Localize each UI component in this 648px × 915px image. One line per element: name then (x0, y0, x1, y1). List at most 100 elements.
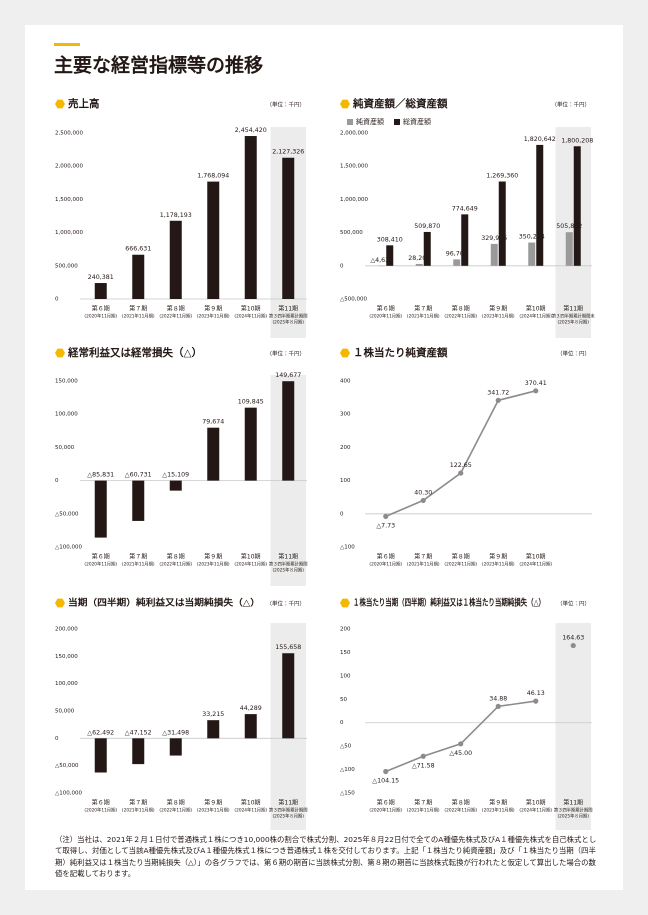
point (383, 513, 389, 519)
point (458, 741, 464, 747)
bar (207, 181, 220, 299)
value-label: 122.65 (450, 462, 472, 469)
x-tick-note: (2022年11月期) (444, 807, 477, 814)
x-tick-label: 第10期 (241, 553, 261, 561)
bar (423, 231, 431, 266)
heading-icon (340, 348, 350, 358)
y-tick-label: 100,000 (55, 412, 78, 418)
value-label: 350,274 (519, 234, 545, 241)
value-label: 46.13 (527, 690, 545, 697)
bar (453, 259, 461, 266)
value-label: 505,872 (556, 223, 582, 230)
y-tick-label: 2,500,000 (55, 131, 83, 137)
x-tick-label: 第９期 (204, 305, 222, 313)
x-tick-note: (2023年11月期) (482, 561, 515, 568)
x-tick-label: 第７期 (129, 799, 147, 807)
y-tick-label: 0 (340, 263, 344, 269)
x-tick-note: (2020年11月期) (84, 807, 117, 814)
value-label: △47,152 (125, 729, 152, 736)
x-tick-label: 第８期 (167, 799, 185, 807)
x-tick-label: 第７期 (414, 553, 432, 561)
value-label: 33,215 (202, 711, 224, 718)
x-tick-label: 第６期 (377, 553, 395, 561)
x-tick-note: (2023年11月期) (197, 561, 230, 568)
y-tick-label: 1,000,000 (55, 230, 83, 236)
value-label: △60,731 (125, 472, 152, 479)
value-label: 2,454,420 (235, 127, 267, 134)
chart-title: １株当たり純資産額 (353, 346, 448, 359)
value-label: 1,800,208 (561, 137, 593, 144)
bar (169, 480, 182, 491)
y-tick-label: △50 (340, 744, 352, 750)
x-tick-note: (2024年11月期) (234, 313, 267, 320)
value-label: 774,649 (452, 205, 478, 212)
y-tick-label: △500,000 (340, 297, 367, 303)
legend-label: 総資産額 (403, 117, 431, 126)
y-tick-label: 0 (55, 297, 59, 303)
y-tick-label: △100 (340, 767, 355, 773)
x-tick-note: (2021年11月期) (407, 313, 440, 320)
bar (490, 243, 498, 266)
bar (282, 381, 295, 481)
value-label: 164.63 (562, 635, 584, 642)
unit-label: （単位：千円） (266, 350, 305, 358)
bar (498, 181, 506, 266)
x-tick-note: (2020年11月期) (84, 561, 117, 568)
value-label: 44,289 (240, 705, 262, 712)
x-tick-note: (2022年11月期) (159, 807, 192, 814)
x-tick-label: 第７期 (414, 305, 432, 313)
x-tick-label: 第７期 (129, 305, 147, 313)
value-label: 149,677 (275, 372, 301, 379)
point (533, 698, 539, 704)
y-tick-label: 500,000 (55, 263, 78, 269)
bar (94, 738, 107, 773)
unit-label: （単位：円） (557, 600, 590, 608)
bar (207, 427, 220, 481)
x-tick-label: 第６期 (92, 553, 110, 561)
bar (282, 157, 295, 299)
bar (536, 144, 544, 266)
x-tick-label: 第６期 (377, 799, 395, 807)
value-label: 341.72 (487, 389, 509, 396)
x-tick-label: 第９期 (489, 305, 507, 313)
highlight-band (555, 623, 591, 830)
value-label: △104.15 (372, 778, 399, 785)
value-label: 1,178,193 (160, 212, 192, 219)
line (385, 390, 536, 518)
y-tick-label: 50,000 (55, 445, 75, 451)
y-tick-label: 50 (340, 697, 347, 703)
chart-title: 純資産額／総資産額 (352, 97, 448, 110)
x-tick-label: 第10期 (526, 553, 546, 561)
value-label: △62,492 (87, 729, 114, 736)
x-tick-label: 第８期 (452, 305, 470, 313)
value-label: 155,658 (275, 644, 301, 651)
x-tick-label: 第９期 (489, 799, 507, 807)
bar (244, 136, 257, 299)
y-tick-label: 200 (340, 627, 351, 633)
x-tick-note: 第３四半期累計期間 (554, 807, 593, 814)
value-label: △85,831 (87, 472, 114, 479)
y-tick-label: 150,000 (55, 654, 78, 660)
x-tick-note: (2022年11月期) (444, 313, 477, 320)
y-tick-label: 0 (55, 736, 59, 742)
bar (94, 283, 107, 299)
value-label: 109,845 (238, 399, 264, 406)
x-tick-label: 第９期 (204, 799, 222, 807)
x-tick-note: (2025年８月期) (558, 813, 590, 820)
x-tick-label: 第７期 (129, 553, 147, 561)
y-tick-label: 1,500,000 (340, 164, 368, 170)
x-tick-note: (2021年11月期) (122, 561, 155, 568)
legend-swatch (394, 119, 400, 125)
highlight-band (555, 127, 591, 338)
value-label: 1,269,360 (486, 173, 518, 180)
x-tick-note: (2022年11月期) (159, 313, 192, 320)
point (570, 642, 576, 649)
bar (244, 714, 257, 739)
bar (573, 146, 581, 266)
heading-icon (55, 598, 65, 608)
x-tick-note: (2022年11月期) (444, 561, 477, 568)
value-label: △71.58 (412, 762, 435, 769)
x-tick-label: 第11期 (278, 305, 298, 313)
point (458, 470, 464, 476)
point (420, 497, 426, 504)
